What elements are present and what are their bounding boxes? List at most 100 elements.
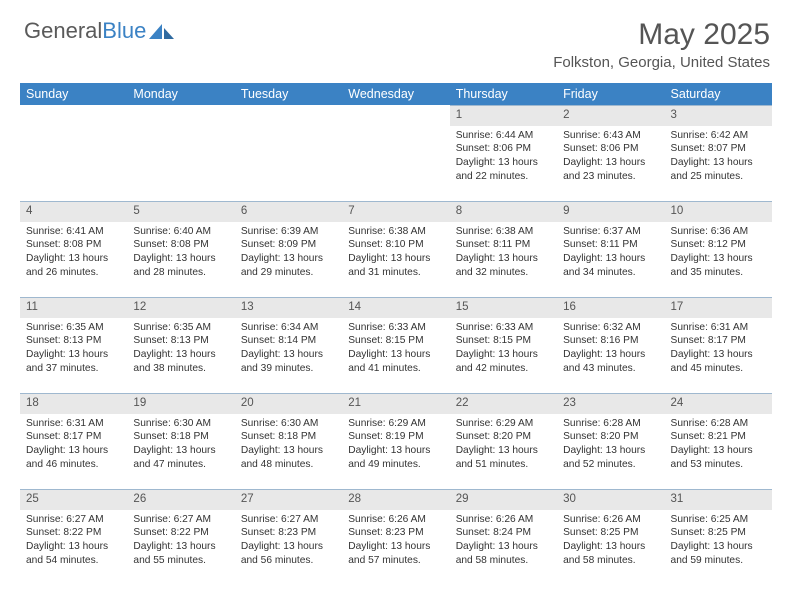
calendar-day-cell: 9Sunrise: 6:37 AMSunset: 8:11 PMDaylight… <box>557 201 664 297</box>
sunrise-line: Sunrise: 6:42 AM <box>671 129 766 143</box>
sunrise-line: Sunrise: 6:44 AM <box>456 129 551 143</box>
daylight-line: Daylight: 13 hours and 32 minutes. <box>456 252 551 280</box>
calendar-day-cell: 24Sunrise: 6:28 AMSunset: 8:21 PMDayligh… <box>665 393 772 489</box>
day-content: Sunrise: 6:35 AMSunset: 8:13 PMDaylight:… <box>20 318 127 378</box>
day-of-week-header: Saturday <box>665 83 772 105</box>
sunrise-line: Sunrise: 6:33 AM <box>348 321 443 335</box>
day-of-week-header: Sunday <box>20 83 127 105</box>
day-number: 28 <box>342 489 449 510</box>
daylight-line: Daylight: 13 hours and 58 minutes. <box>456 540 551 568</box>
daylight-line: Daylight: 13 hours and 31 minutes. <box>348 252 443 280</box>
sunset-line: Sunset: 8:16 PM <box>563 334 658 348</box>
day-content: Sunrise: 6:31 AMSunset: 8:17 PMDaylight:… <box>665 318 772 378</box>
title-block: May 2025 Folkston, Georgia, United State… <box>553 18 770 71</box>
sunset-line: Sunset: 8:13 PM <box>26 334 121 348</box>
sunrise-line: Sunrise: 6:40 AM <box>133 225 228 239</box>
calendar-day-cell: 29Sunrise: 6:26 AMSunset: 8:24 PMDayligh… <box>450 489 557 585</box>
day-number: 20 <box>235 393 342 414</box>
calendar-day-cell: 26Sunrise: 6:27 AMSunset: 8:22 PMDayligh… <box>127 489 234 585</box>
calendar-day-cell: 20Sunrise: 6:30 AMSunset: 8:18 PMDayligh… <box>235 393 342 489</box>
sunset-line: Sunset: 8:11 PM <box>563 238 658 252</box>
day-number: 21 <box>342 393 449 414</box>
calendar-day-cell: 27Sunrise: 6:27 AMSunset: 8:23 PMDayligh… <box>235 489 342 585</box>
day-content: Sunrise: 6:25 AMSunset: 8:25 PMDaylight:… <box>665 510 772 570</box>
day-content: Sunrise: 6:38 AMSunset: 8:10 PMDaylight:… <box>342 222 449 282</box>
sunrise-line: Sunrise: 6:28 AM <box>671 417 766 431</box>
calendar-day-cell <box>127 105 234 201</box>
day-content: Sunrise: 6:26 AMSunset: 8:23 PMDaylight:… <box>342 510 449 570</box>
day-content: Sunrise: 6:39 AMSunset: 8:09 PMDaylight:… <box>235 222 342 282</box>
calendar-day-cell: 16Sunrise: 6:32 AMSunset: 8:16 PMDayligh… <box>557 297 664 393</box>
day-content: Sunrise: 6:36 AMSunset: 8:12 PMDaylight:… <box>665 222 772 282</box>
calendar-day-cell: 23Sunrise: 6:28 AMSunset: 8:20 PMDayligh… <box>557 393 664 489</box>
sunrise-line: Sunrise: 6:29 AM <box>348 417 443 431</box>
day-content: Sunrise: 6:35 AMSunset: 8:13 PMDaylight:… <box>127 318 234 378</box>
calendar-week-row: 18Sunrise: 6:31 AMSunset: 8:17 PMDayligh… <box>20 393 772 489</box>
day-content: Sunrise: 6:27 AMSunset: 8:22 PMDaylight:… <box>20 510 127 570</box>
daylight-line: Daylight: 13 hours and 57 minutes. <box>348 540 443 568</box>
daylight-line: Daylight: 13 hours and 54 minutes. <box>26 540 121 568</box>
day-number: 8 <box>450 201 557 222</box>
day-number: 30 <box>557 489 664 510</box>
daylight-line: Daylight: 13 hours and 26 minutes. <box>26 252 121 280</box>
calendar-day-cell: 7Sunrise: 6:38 AMSunset: 8:10 PMDaylight… <box>342 201 449 297</box>
day-number: 11 <box>20 297 127 318</box>
daylight-line: Daylight: 13 hours and 42 minutes. <box>456 348 551 376</box>
sunrise-line: Sunrise: 6:27 AM <box>26 513 121 527</box>
daylight-line: Daylight: 13 hours and 28 minutes. <box>133 252 228 280</box>
day-number: 18 <box>20 393 127 414</box>
sunrise-line: Sunrise: 6:26 AM <box>348 513 443 527</box>
sunrise-line: Sunrise: 6:32 AM <box>563 321 658 335</box>
day-content: Sunrise: 6:42 AMSunset: 8:07 PMDaylight:… <box>665 126 772 186</box>
day-content: Sunrise: 6:40 AMSunset: 8:08 PMDaylight:… <box>127 222 234 282</box>
calendar-day-cell: 17Sunrise: 6:31 AMSunset: 8:17 PMDayligh… <box>665 297 772 393</box>
sunrise-line: Sunrise: 6:39 AM <box>241 225 336 239</box>
day-content: Sunrise: 6:30 AMSunset: 8:18 PMDaylight:… <box>127 414 234 474</box>
sunset-line: Sunset: 8:06 PM <box>563 142 658 156</box>
calendar-day-cell: 18Sunrise: 6:31 AMSunset: 8:17 PMDayligh… <box>20 393 127 489</box>
daylight-line: Daylight: 13 hours and 53 minutes. <box>671 444 766 472</box>
sunrise-line: Sunrise: 6:30 AM <box>133 417 228 431</box>
day-content: Sunrise: 6:27 AMSunset: 8:23 PMDaylight:… <box>235 510 342 570</box>
calendar-day-cell: 11Sunrise: 6:35 AMSunset: 8:13 PMDayligh… <box>20 297 127 393</box>
sunset-line: Sunset: 8:15 PM <box>348 334 443 348</box>
calendar-day-cell: 1Sunrise: 6:44 AMSunset: 8:06 PMDaylight… <box>450 105 557 201</box>
daylight-line: Daylight: 13 hours and 51 minutes. <box>456 444 551 472</box>
logo: GeneralBlue <box>24 18 175 44</box>
sunrise-line: Sunrise: 6:35 AM <box>26 321 121 335</box>
calendar-day-cell: 21Sunrise: 6:29 AMSunset: 8:19 PMDayligh… <box>342 393 449 489</box>
sunset-line: Sunset: 8:20 PM <box>456 430 551 444</box>
sunset-line: Sunset: 8:08 PM <box>133 238 228 252</box>
sunrise-line: Sunrise: 6:27 AM <box>241 513 336 527</box>
day-number: 31 <box>665 489 772 510</box>
calendar-day-cell: 30Sunrise: 6:26 AMSunset: 8:25 PMDayligh… <box>557 489 664 585</box>
daylight-line: Daylight: 13 hours and 48 minutes. <box>241 444 336 472</box>
daylight-line: Daylight: 13 hours and 39 minutes. <box>241 348 336 376</box>
daylight-line: Daylight: 13 hours and 35 minutes. <box>671 252 766 280</box>
sunset-line: Sunset: 8:06 PM <box>456 142 551 156</box>
day-content: Sunrise: 6:26 AMSunset: 8:25 PMDaylight:… <box>557 510 664 570</box>
daylight-line: Daylight: 13 hours and 23 minutes. <box>563 156 658 184</box>
day-content: Sunrise: 6:33 AMSunset: 8:15 PMDaylight:… <box>342 318 449 378</box>
sunrise-line: Sunrise: 6:35 AM <box>133 321 228 335</box>
sunrise-line: Sunrise: 6:36 AM <box>671 225 766 239</box>
calendar-day-cell: 22Sunrise: 6:29 AMSunset: 8:20 PMDayligh… <box>450 393 557 489</box>
sunset-line: Sunset: 8:20 PM <box>563 430 658 444</box>
daylight-line: Daylight: 13 hours and 45 minutes. <box>671 348 766 376</box>
day-number: 14 <box>342 297 449 318</box>
logo-text-gray: General <box>24 18 102 44</box>
sunrise-line: Sunrise: 6:41 AM <box>26 225 121 239</box>
daylight-line: Daylight: 13 hours and 59 minutes. <box>671 540 766 568</box>
calendar-day-cell: 19Sunrise: 6:30 AMSunset: 8:18 PMDayligh… <box>127 393 234 489</box>
calendar-day-cell <box>235 105 342 201</box>
sunrise-line: Sunrise: 6:38 AM <box>348 225 443 239</box>
sunset-line: Sunset: 8:08 PM <box>26 238 121 252</box>
day-content: Sunrise: 6:38 AMSunset: 8:11 PMDaylight:… <box>450 222 557 282</box>
month-title: May 2025 <box>553 18 770 52</box>
day-of-week-header: Thursday <box>450 83 557 105</box>
sunset-line: Sunset: 8:14 PM <box>241 334 336 348</box>
daylight-line: Daylight: 13 hours and 52 minutes. <box>563 444 658 472</box>
day-content: Sunrise: 6:31 AMSunset: 8:17 PMDaylight:… <box>20 414 127 474</box>
sunset-line: Sunset: 8:07 PM <box>671 142 766 156</box>
daylight-line: Daylight: 13 hours and 34 minutes. <box>563 252 658 280</box>
